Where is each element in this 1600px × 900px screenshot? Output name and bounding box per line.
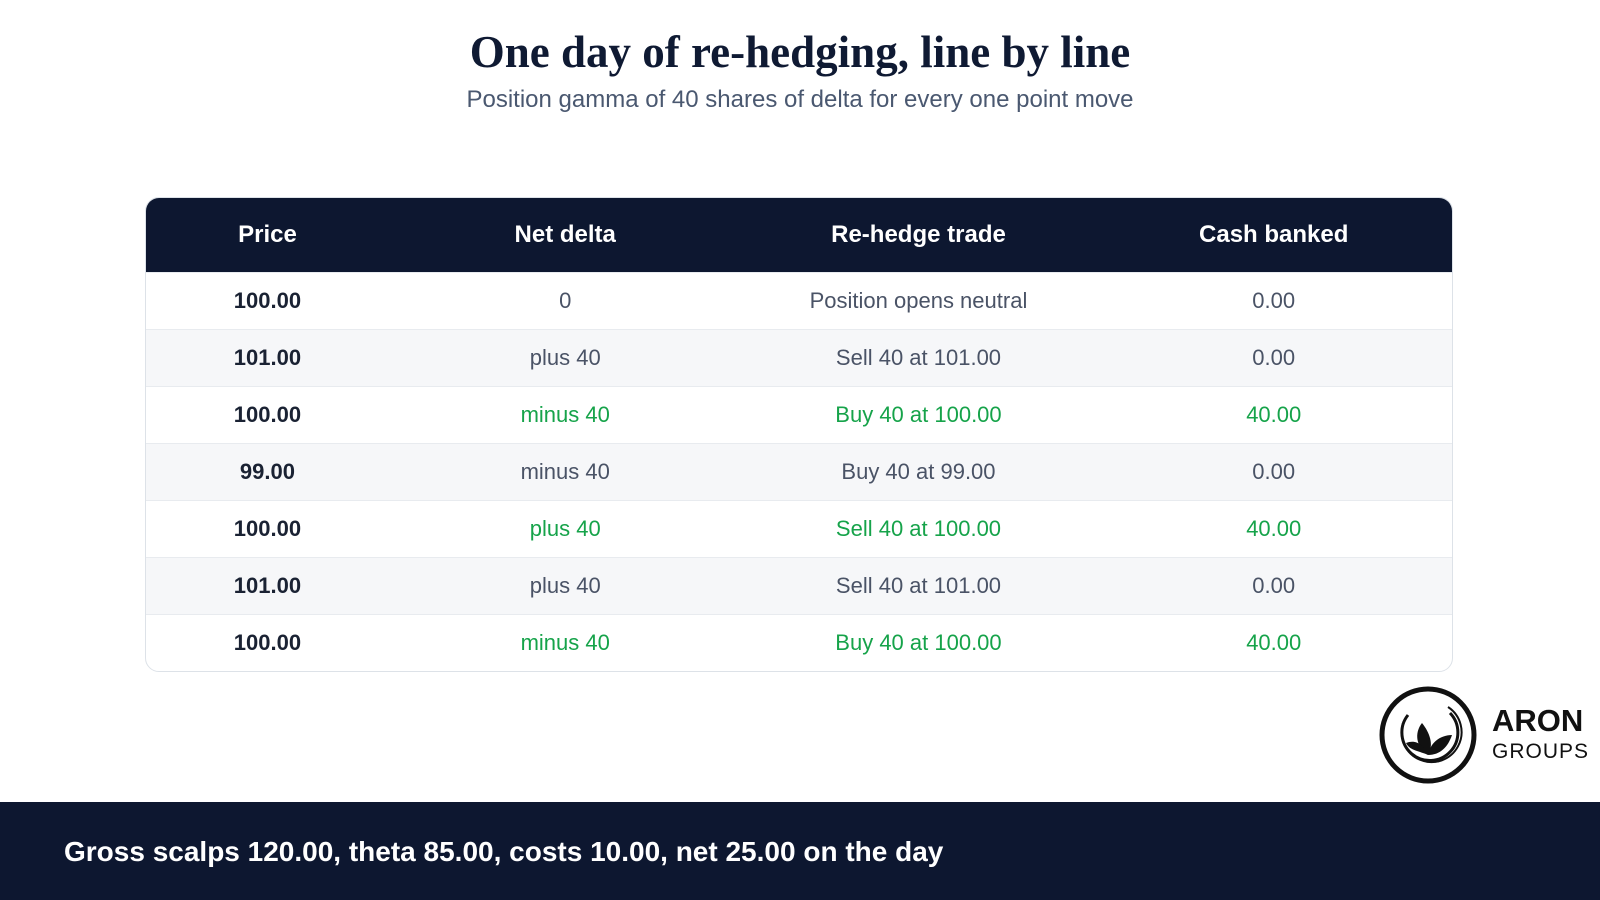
table-cell: Buy 40 at 100.00 — [741, 386, 1096, 444]
table-row: 101.00 plus 40 Sell 40 at 101.00 0.00 — [146, 557, 1452, 615]
table-cell: Sell 40 at 101.00 — [741, 329, 1096, 387]
table-cell: minus 40 — [388, 614, 742, 671]
table-cell: minus 40 — [388, 443, 742, 501]
table-body: 100.00 0 Position opens neutral 0.00 101.00 p… — [146, 272, 1452, 671]
table-cell: plus 40 — [388, 557, 742, 615]
table-cell: Sell 40 at 101.00 — [741, 557, 1096, 615]
table-cell: Buy 40 at 100.00 — [741, 614, 1096, 671]
price-cell: 101.00 — [146, 329, 389, 387]
header-row: Price Net delta Re-hedge trade Cash banked — [146, 198, 1452, 273]
table-row: 101.00 plus 40 Sell 40 at 101.00 0.00 — [146, 329, 1452, 387]
table-cell: 40.00 — [1095, 500, 1452, 558]
table: Price Net delta Re-hedge trade Cash banked … — [146, 198, 1452, 671]
column-header: Net delta — [388, 198, 742, 273]
table-container: Price Net delta Re-hedge trade Cash banked … — [145, 197, 1453, 672]
table-cell: 0.00 — [1095, 272, 1452, 330]
column-header: Cash banked — [1095, 198, 1452, 273]
table-cell: 0 — [388, 272, 742, 330]
table-row: 100.00 plus 40 Sell 40 at 100.00 40.00 — [146, 500, 1452, 558]
logo-mark — [1379, 686, 1477, 784]
footer-text: Gross scalps 120.00, theta 85.00, costs … — [64, 836, 944, 867]
subtitle: Position gamma of 40 shares of delta for… — [466, 86, 1134, 113]
table-row: 100.00 minus 40 Buy 40 at 100.00 40.00 — [146, 614, 1452, 671]
price-cell: 99.00 — [146, 443, 389, 501]
table-cell: 40.00 — [1095, 614, 1452, 671]
price-cell: 100.00 — [146, 500, 389, 558]
price-cell: 100.00 — [146, 386, 389, 444]
table-cell: plus 40 — [388, 329, 742, 387]
logo-name: ARON — [1492, 703, 1584, 738]
table-cell: Position opens neutral — [741, 272, 1096, 330]
table-row: 99.00 minus 40 Buy 40 at 99.00 0.00 — [146, 443, 1452, 501]
table-cell: 0.00 — [1095, 329, 1452, 387]
table-cell: 0.00 — [1095, 443, 1452, 501]
table-row: 100.00 minus 40 Buy 40 at 100.00 40.00 — [146, 386, 1452, 444]
table-cell: 40.00 — [1095, 386, 1452, 444]
table-row: 100.00 0 Position opens neutral 0.00 — [146, 272, 1452, 330]
table-cell: minus 40 — [388, 386, 742, 444]
price-cell: 100.00 — [146, 272, 389, 330]
column-header: Price — [146, 198, 389, 273]
table-cell: Sell 40 at 100.00 — [741, 500, 1096, 558]
title: One day of re-hedging, line by line — [469, 27, 1131, 77]
footer: Gross scalps 120.00, theta 85.00, costs … — [0, 802, 1600, 900]
logo-sub: GROUPS — [1492, 740, 1590, 763]
price-cell: 101.00 — [146, 557, 389, 615]
price-cell: 100.00 — [146, 614, 389, 671]
table-cell: 0.00 — [1095, 557, 1452, 615]
table-cell: Buy 40 at 99.00 — [741, 443, 1096, 501]
column-header: Re-hedge trade — [741, 198, 1096, 273]
table-cell: plus 40 — [388, 500, 742, 558]
